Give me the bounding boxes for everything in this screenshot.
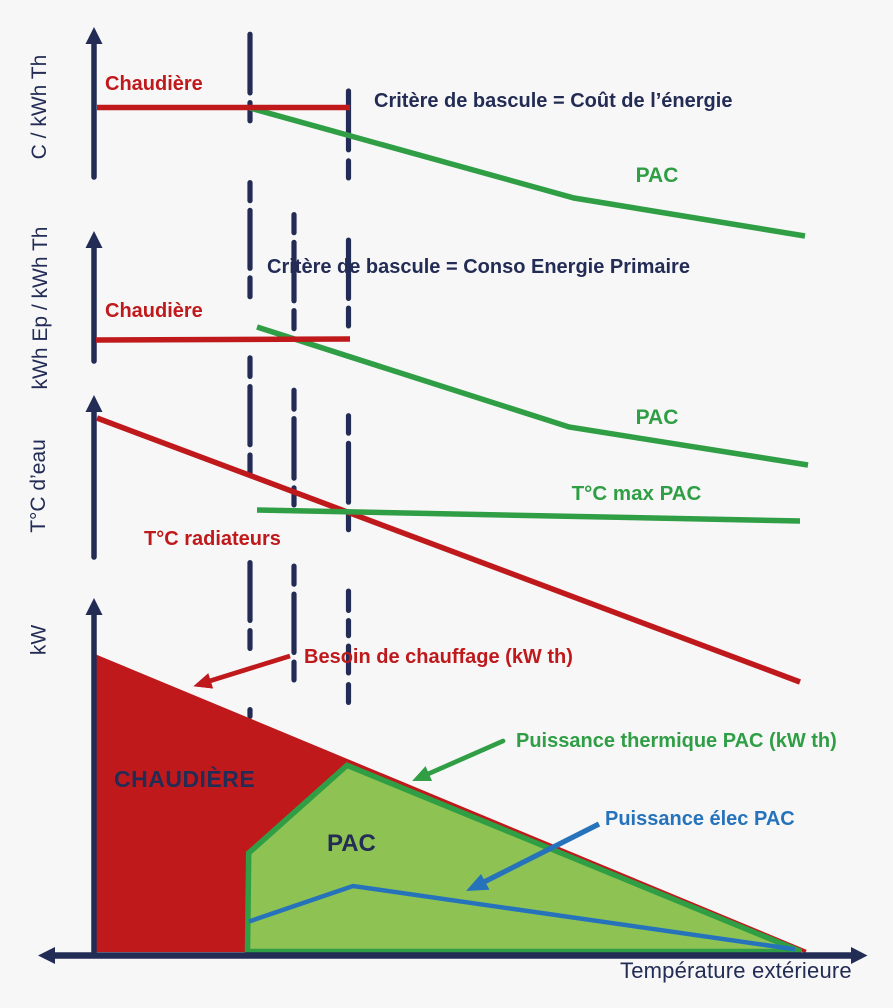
svg-text:Chaudière: Chaudière (105, 73, 203, 95)
svg-text:CHAUDIÈRE: CHAUDIÈRE (114, 765, 255, 792)
svg-text:Besoin de chauffage (kW th): Besoin de chauffage (kW th) (304, 646, 573, 668)
svg-text:PAC: PAC (636, 164, 679, 187)
svg-text:T°C d’eau: T°C d’eau (27, 439, 50, 533)
svg-text:Critère de bascule = Conso Ene: Critère de bascule = Conso Energie Prima… (267, 256, 690, 278)
svg-text:C / kWh Th: C / kWh Th (28, 55, 51, 160)
svg-text:Puissance élec PAC: Puissance élec PAC (605, 808, 795, 830)
svg-text:T°C max PAC: T°C max PAC (572, 482, 702, 505)
svg-text:kW: kW (28, 625, 51, 656)
svg-text:Température extérieure: Température extérieure (620, 958, 852, 983)
svg-text:kWh Ep / kWh Th: kWh Ep / kWh Th (29, 227, 52, 390)
svg-text:Puissance thermique PAC (kW th: Puissance thermique PAC (kW th) (516, 730, 837, 752)
svg-text:Chaudière: Chaudière (105, 300, 203, 322)
svg-text:T°C radiateurs: T°C radiateurs (144, 528, 281, 550)
svg-text:Critère de bascule = Coût de l: Critère de bascule = Coût de l’énergie (374, 90, 732, 112)
svg-text:PAC: PAC (636, 406, 679, 429)
svg-text:PAC: PAC (327, 830, 376, 857)
